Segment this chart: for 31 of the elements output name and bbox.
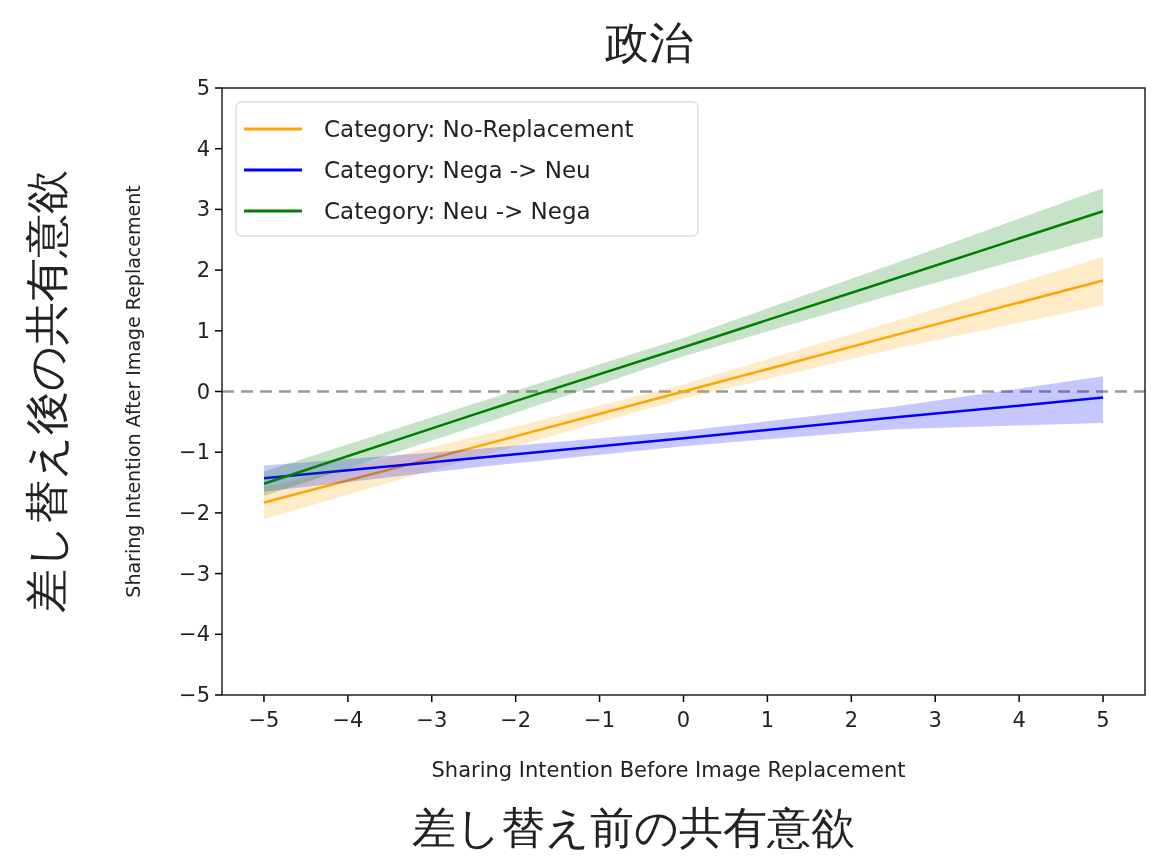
y-tick-label: 3 [196,197,210,222]
x-tick-label: −2 [500,708,532,732]
x-tick-label: 0 [676,708,691,732]
chart-title: 政治 [604,17,693,68]
legend-label: Category: Neu -> Nega [324,198,591,224]
y-tick-label: 1 [196,318,210,343]
legend-label: Category: No-Replacement [324,116,634,142]
x-tick-label: −3 [416,708,448,732]
x-tick-label: −5 [248,708,280,732]
line-series [262,396,1105,480]
x-tick-label: −4 [332,708,364,732]
y-tick-label: −1 [179,440,210,465]
y-axis-title: Sharing Intention After Image Replacement [122,185,144,598]
x-tick-label: −1 [584,708,616,732]
x-tick-label: 1 [760,708,775,732]
x-tick-label: 5 [1096,708,1110,732]
y-tick-label: −4 [179,622,210,647]
x-tick-label: 4 [1012,708,1026,732]
x-tick-label: 3 [928,708,942,732]
y-tick-label: −5 [179,683,210,707]
y-tick-label: 5 [196,76,210,100]
x-axis-title: Sharing Intention Before Image Replacement [431,758,906,782]
x-tick-label: 2 [844,708,859,732]
y-tick-label: 4 [196,136,210,161]
y-tick-label: −3 [179,561,210,586]
legend-label: Category: Nega -> Neu [324,157,591,183]
text: 差し替え後の共有意欲 [21,170,72,613]
y-tick-label: 2 [196,258,210,283]
y-tick-label: 0 [196,379,210,404]
text: 差し替え前の共有意欲 [412,802,855,853]
y-tick-label: −2 [179,500,210,525]
